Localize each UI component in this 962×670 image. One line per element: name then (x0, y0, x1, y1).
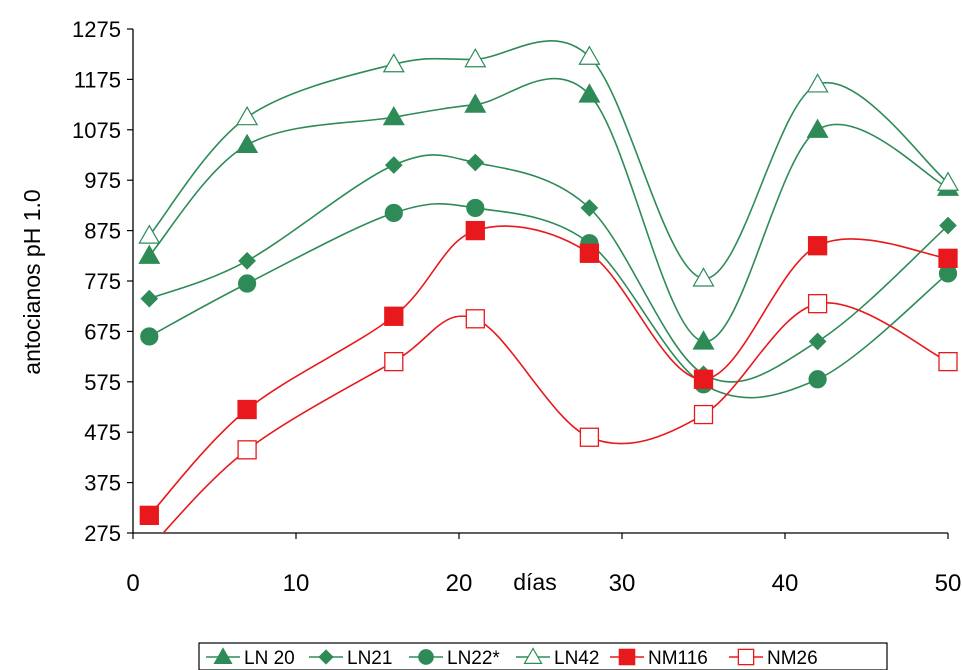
data-point (140, 289, 159, 308)
x-axis-title: días (513, 569, 556, 595)
y-tick-label: 1075 (72, 118, 121, 143)
x-tick-label: 30 (609, 570, 636, 597)
series-line-ln42 (148, 40, 948, 280)
series-layer (148, 40, 948, 533)
legend-label: NM26 (767, 648, 818, 669)
legend-marker (213, 647, 233, 664)
y-tick-label: 375 (84, 471, 121, 496)
data-point (464, 48, 487, 68)
axes: 275 375 475 575 675 775 875 975 1075 1175 1275 0 10 2… (72, 17, 961, 597)
data-point (384, 306, 404, 326)
legend-entry: LN22* (409, 648, 500, 669)
data-point (808, 332, 827, 351)
legend-marker (618, 648, 636, 666)
data-point (938, 351, 958, 372)
data-point (807, 294, 828, 314)
data-point (693, 369, 714, 389)
series-line-nm26 (162, 301, 948, 533)
legend-entry: LN 20 (206, 647, 295, 669)
markers-layer (138, 45, 960, 526)
data-point (384, 156, 403, 174)
x-tick-label: 20 (446, 570, 473, 597)
legend-marker (418, 649, 434, 665)
data-point (466, 153, 485, 172)
data-point (939, 216, 957, 235)
series-line-nm116 (148, 225, 948, 516)
legend-label: LN22* (447, 648, 500, 669)
data-point (580, 199, 599, 217)
legend: LN 20 LN21 LN22* LN42 NM116 NM26 (198, 642, 888, 670)
data-point (465, 220, 485, 241)
data-point (237, 440, 257, 460)
data-point (382, 53, 405, 73)
data-point (236, 133, 259, 154)
legend-label: NM116 (648, 648, 708, 669)
x-tick-label: 40 (772, 570, 799, 597)
x-tick-label: 50 (935, 570, 962, 597)
x-tick-label: 0 (126, 570, 139, 597)
data-point (466, 198, 485, 218)
data-point (384, 203, 403, 223)
legend-label: LN21 (347, 648, 392, 669)
data-point (692, 267, 715, 287)
data-point (236, 105, 259, 126)
y-tick-label: 775 (84, 269, 121, 294)
y-tick-label: 675 (84, 319, 121, 344)
data-point (936, 171, 960, 191)
y-tick-label: 275 (84, 521, 121, 546)
legend-entry: NM116 (610, 648, 708, 669)
data-point (808, 370, 827, 389)
y-tick-label: 575 (84, 370, 121, 395)
data-point (465, 309, 485, 329)
y-tick-label: 475 (84, 420, 121, 445)
data-point (384, 351, 404, 372)
legend-marker (737, 648, 755, 666)
data-point (238, 274, 257, 293)
data-point (139, 505, 159, 526)
y-tick-label: 1175 (74, 67, 121, 92)
legend-entry: NM26 (729, 648, 818, 669)
data-point (464, 93, 487, 113)
legend-label: LN 20 (244, 648, 295, 669)
series-line-ln21 (149, 154, 948, 383)
data-point (579, 427, 600, 447)
data-point (138, 244, 161, 264)
data-point (806, 118, 829, 138)
data-point (579, 243, 600, 263)
data-point (578, 83, 601, 103)
data-point (693, 404, 714, 425)
x-tick-label: 10 (283, 570, 310, 597)
y-tick-label: 975 (84, 168, 121, 193)
y-axis-title: antocianos pH 1.0 (19, 189, 45, 374)
legend-marker (523, 647, 543, 664)
legend-entry: LN21 (309, 648, 392, 669)
data-point (807, 236, 828, 256)
legend-entry: LN42 (516, 647, 599, 669)
data-point (237, 399, 257, 420)
legend-label: LN42 (554, 648, 599, 669)
data-point (806, 73, 829, 93)
legend-marker (318, 649, 334, 665)
data-point (692, 330, 715, 350)
data-point (238, 251, 256, 270)
data-point (382, 105, 405, 126)
data-point (578, 45, 601, 65)
y-tick-label: 1275 (72, 17, 121, 42)
data-point (938, 248, 958, 268)
data-point (138, 224, 161, 244)
data-point (140, 327, 159, 346)
y-tick-label: 875 (84, 219, 121, 244)
